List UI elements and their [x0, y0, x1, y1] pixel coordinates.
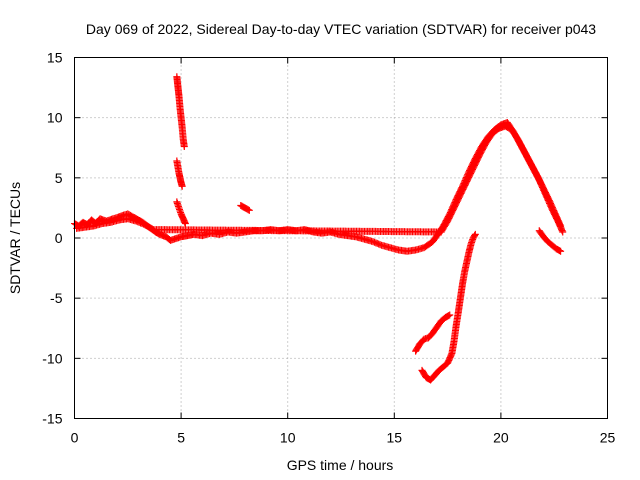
data-point	[245, 206, 253, 214]
data-point	[471, 232, 479, 240]
series-late-drop	[535, 227, 565, 255]
x-tick-label: 20	[493, 430, 509, 446]
y-tick-label: 0	[55, 230, 63, 246]
data-point	[557, 222, 565, 230]
data-point	[244, 206, 252, 214]
grid-lines	[74, 57, 608, 419]
data-point	[178, 182, 186, 190]
y-tick-label: -5	[50, 290, 63, 306]
series-lower-branch-b	[418, 230, 479, 384]
x-tick-label: 5	[177, 430, 185, 446]
x-tick-label: 15	[387, 430, 403, 446]
axis-ticks: 0 5 10 15 20 25 -15 -10 -5 0 5 10 15	[42, 50, 615, 446]
y-tick-label: -10	[42, 350, 62, 366]
data-point	[446, 311, 454, 319]
x-axis-label: GPS time / hours	[287, 457, 394, 473]
y-tick-label: 10	[47, 110, 63, 126]
series-spike-near-5h	[173, 73, 188, 151]
series-spike-lower	[173, 157, 186, 190]
data-point	[556, 247, 564, 255]
series-main-track-2	[73, 122, 565, 236]
y-tick-label: 15	[47, 50, 63, 66]
data-point	[559, 228, 567, 236]
data-point	[556, 221, 564, 229]
data-point	[445, 312, 453, 320]
data-point	[180, 143, 188, 151]
data-point	[558, 227, 566, 235]
y-tick-label: -15	[42, 411, 62, 427]
data-points	[71, 73, 567, 384]
data-point	[181, 220, 189, 228]
x-tick-label: 0	[71, 430, 79, 446]
data-point	[557, 247, 565, 255]
y-tick-label: 5	[55, 170, 63, 186]
data-point	[471, 230, 479, 238]
chart-title: Day 069 of 2022, Sidereal Day-to-day VTE…	[86, 21, 596, 37]
x-tick-label: 10	[280, 430, 296, 446]
x-tick-label: 25	[600, 430, 616, 446]
plot-frame	[74, 57, 608, 419]
series-spike-descent	[173, 198, 189, 228]
series-lower-branch-a	[412, 311, 454, 355]
series-segment-8h	[237, 202, 253, 214]
y-axis-label: SDTVAR / TECUs	[7, 182, 23, 294]
